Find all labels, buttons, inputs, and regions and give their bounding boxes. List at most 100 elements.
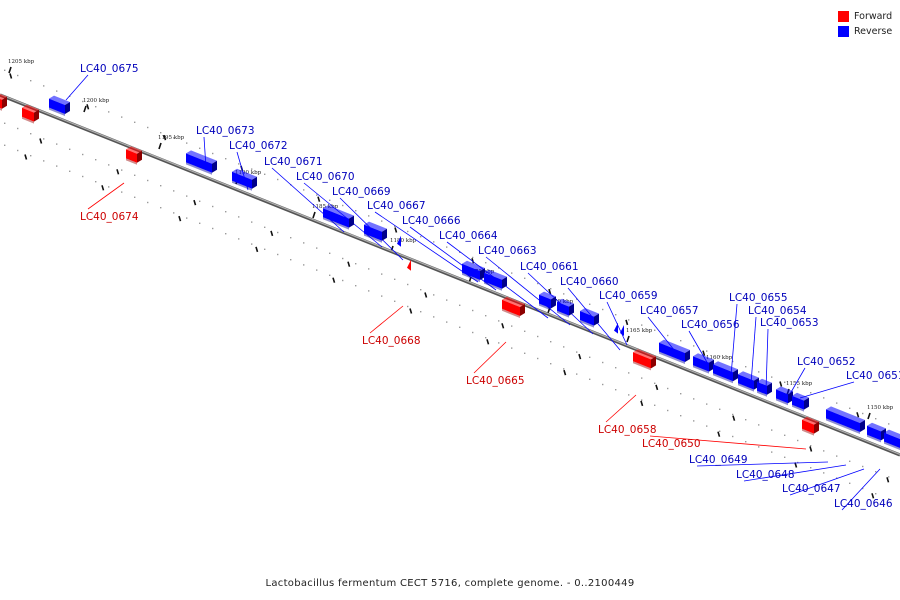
gene-shadow — [0, 108, 2, 111]
gene-shadow — [364, 233, 382, 243]
guide-dot — [381, 295, 383, 297]
gene-block — [397, 235, 401, 247]
gene-block — [867, 422, 886, 443]
leader-line — [374, 211, 479, 283]
gene-face-front — [232, 171, 252, 189]
gene-shadow — [659, 351, 685, 364]
gene-block — [633, 349, 656, 371]
gene-face-top — [757, 378, 772, 386]
guide-dot — [459, 304, 461, 306]
guide-dot — [602, 383, 604, 386]
gene-face-front — [364, 224, 382, 241]
guide-dot — [537, 335, 539, 338]
guide-dot — [472, 256, 474, 259]
gene-block — [757, 378, 772, 397]
leader-line — [789, 468, 865, 496]
guide-dot — [680, 415, 682, 417]
guide-dot — [30, 80, 32, 82]
guide-dot — [277, 253, 279, 256]
gene-face-top — [126, 146, 142, 154]
guide-dot — [784, 381, 786, 383]
guide-dot — [784, 456, 786, 458]
guide-dot — [43, 160, 45, 162]
guide-dot — [576, 298, 578, 300]
guide-dot — [407, 283, 409, 286]
legend-item-reverse: Reverse — [838, 24, 892, 39]
gene-shadow — [713, 373, 733, 384]
guide-dot — [173, 137, 175, 139]
guide-dot — [186, 195, 188, 197]
gene-face-side — [34, 109, 39, 122]
gene-label-lc40-0674: LC40_0674 — [80, 211, 139, 223]
tick-mark — [871, 493, 875, 499]
guide-dot — [342, 257, 344, 260]
guide-dot — [654, 404, 656, 406]
guide-dot — [134, 174, 136, 176]
guide-dot — [563, 293, 565, 295]
gene-label-lc40-0649: LC40_0649 — [689, 454, 748, 466]
gene-face-front — [757, 381, 767, 395]
gene-shadow — [557, 310, 569, 318]
gene-face-top — [633, 349, 656, 360]
guide-dot — [225, 211, 227, 213]
gene-block — [614, 322, 618, 334]
guide-dot — [264, 173, 266, 175]
guide-dot — [823, 397, 825, 399]
guide-dot — [134, 196, 136, 198]
gene-label-lc40-0668: LC40_0668 — [362, 335, 421, 347]
guide-dot — [745, 366, 747, 368]
guide-dot — [381, 220, 383, 222]
guide-dot — [628, 394, 630, 396]
guide-dot — [485, 262, 487, 264]
guide-dot — [498, 320, 500, 322]
leader-line — [743, 464, 847, 482]
gene-face-front — [539, 294, 551, 309]
guide-dot — [615, 314, 617, 316]
gene-label-lc40-0657: LC40_0657 — [640, 305, 699, 317]
gene-face-top — [364, 221, 387, 232]
gene-face-side — [502, 276, 507, 289]
guide-dot — [888, 423, 890, 425]
guide-dot — [134, 121, 136, 123]
tick-mark — [24, 154, 28, 160]
guide-dot — [160, 185, 162, 187]
guide-dot — [355, 285, 357, 287]
gene-label-lc40-0647: LC40_0647 — [782, 483, 841, 495]
gene-block — [462, 260, 485, 282]
guide-dot — [641, 324, 643, 326]
gene-label-lc40-0665: LC40_0665 — [466, 375, 525, 387]
guide-dot — [784, 434, 786, 436]
guide-dot — [420, 289, 422, 291]
guide-dot — [732, 413, 734, 416]
gene-face-side — [788, 391, 793, 404]
guide-dot — [108, 186, 110, 188]
gene-label-lc40-0652: LC40_0652 — [797, 356, 856, 368]
gene-label-lc40-0671: LC40_0671 — [264, 156, 323, 168]
gene-label-lc40-0669: LC40_0669 — [332, 186, 391, 198]
guide-dot — [368, 268, 370, 270]
tick-mark — [732, 415, 736, 421]
gene-face-front — [22, 107, 34, 122]
genome-caption: Lactobacillus fermentum CECT 5716, compl… — [265, 578, 635, 589]
tick-label: 1205 kbp — [8, 59, 35, 65]
guide-dot — [706, 425, 708, 427]
gene-face-top — [49, 95, 70, 105]
guide-dot — [550, 341, 552, 343]
tick-mark — [717, 431, 721, 437]
guide-dot — [706, 350, 708, 352]
guide-dot — [628, 372, 630, 374]
gene-face-side — [65, 102, 70, 114]
gene-face-front — [323, 208, 349, 228]
guide-dot — [667, 334, 669, 337]
guide-dot — [303, 242, 305, 244]
tick-mark — [856, 412, 860, 418]
gene-face-side — [569, 303, 574, 316]
guide-dot — [446, 246, 448, 248]
gene-block — [126, 146, 142, 165]
guide-dot — [888, 498, 890, 500]
gene-shadow — [884, 441, 900, 450]
gene-block — [713, 361, 738, 384]
gene-label-lc40-0650: LC40_0650 — [642, 438, 701, 450]
guide-dot — [511, 347, 513, 349]
guide-dot — [537, 357, 539, 360]
